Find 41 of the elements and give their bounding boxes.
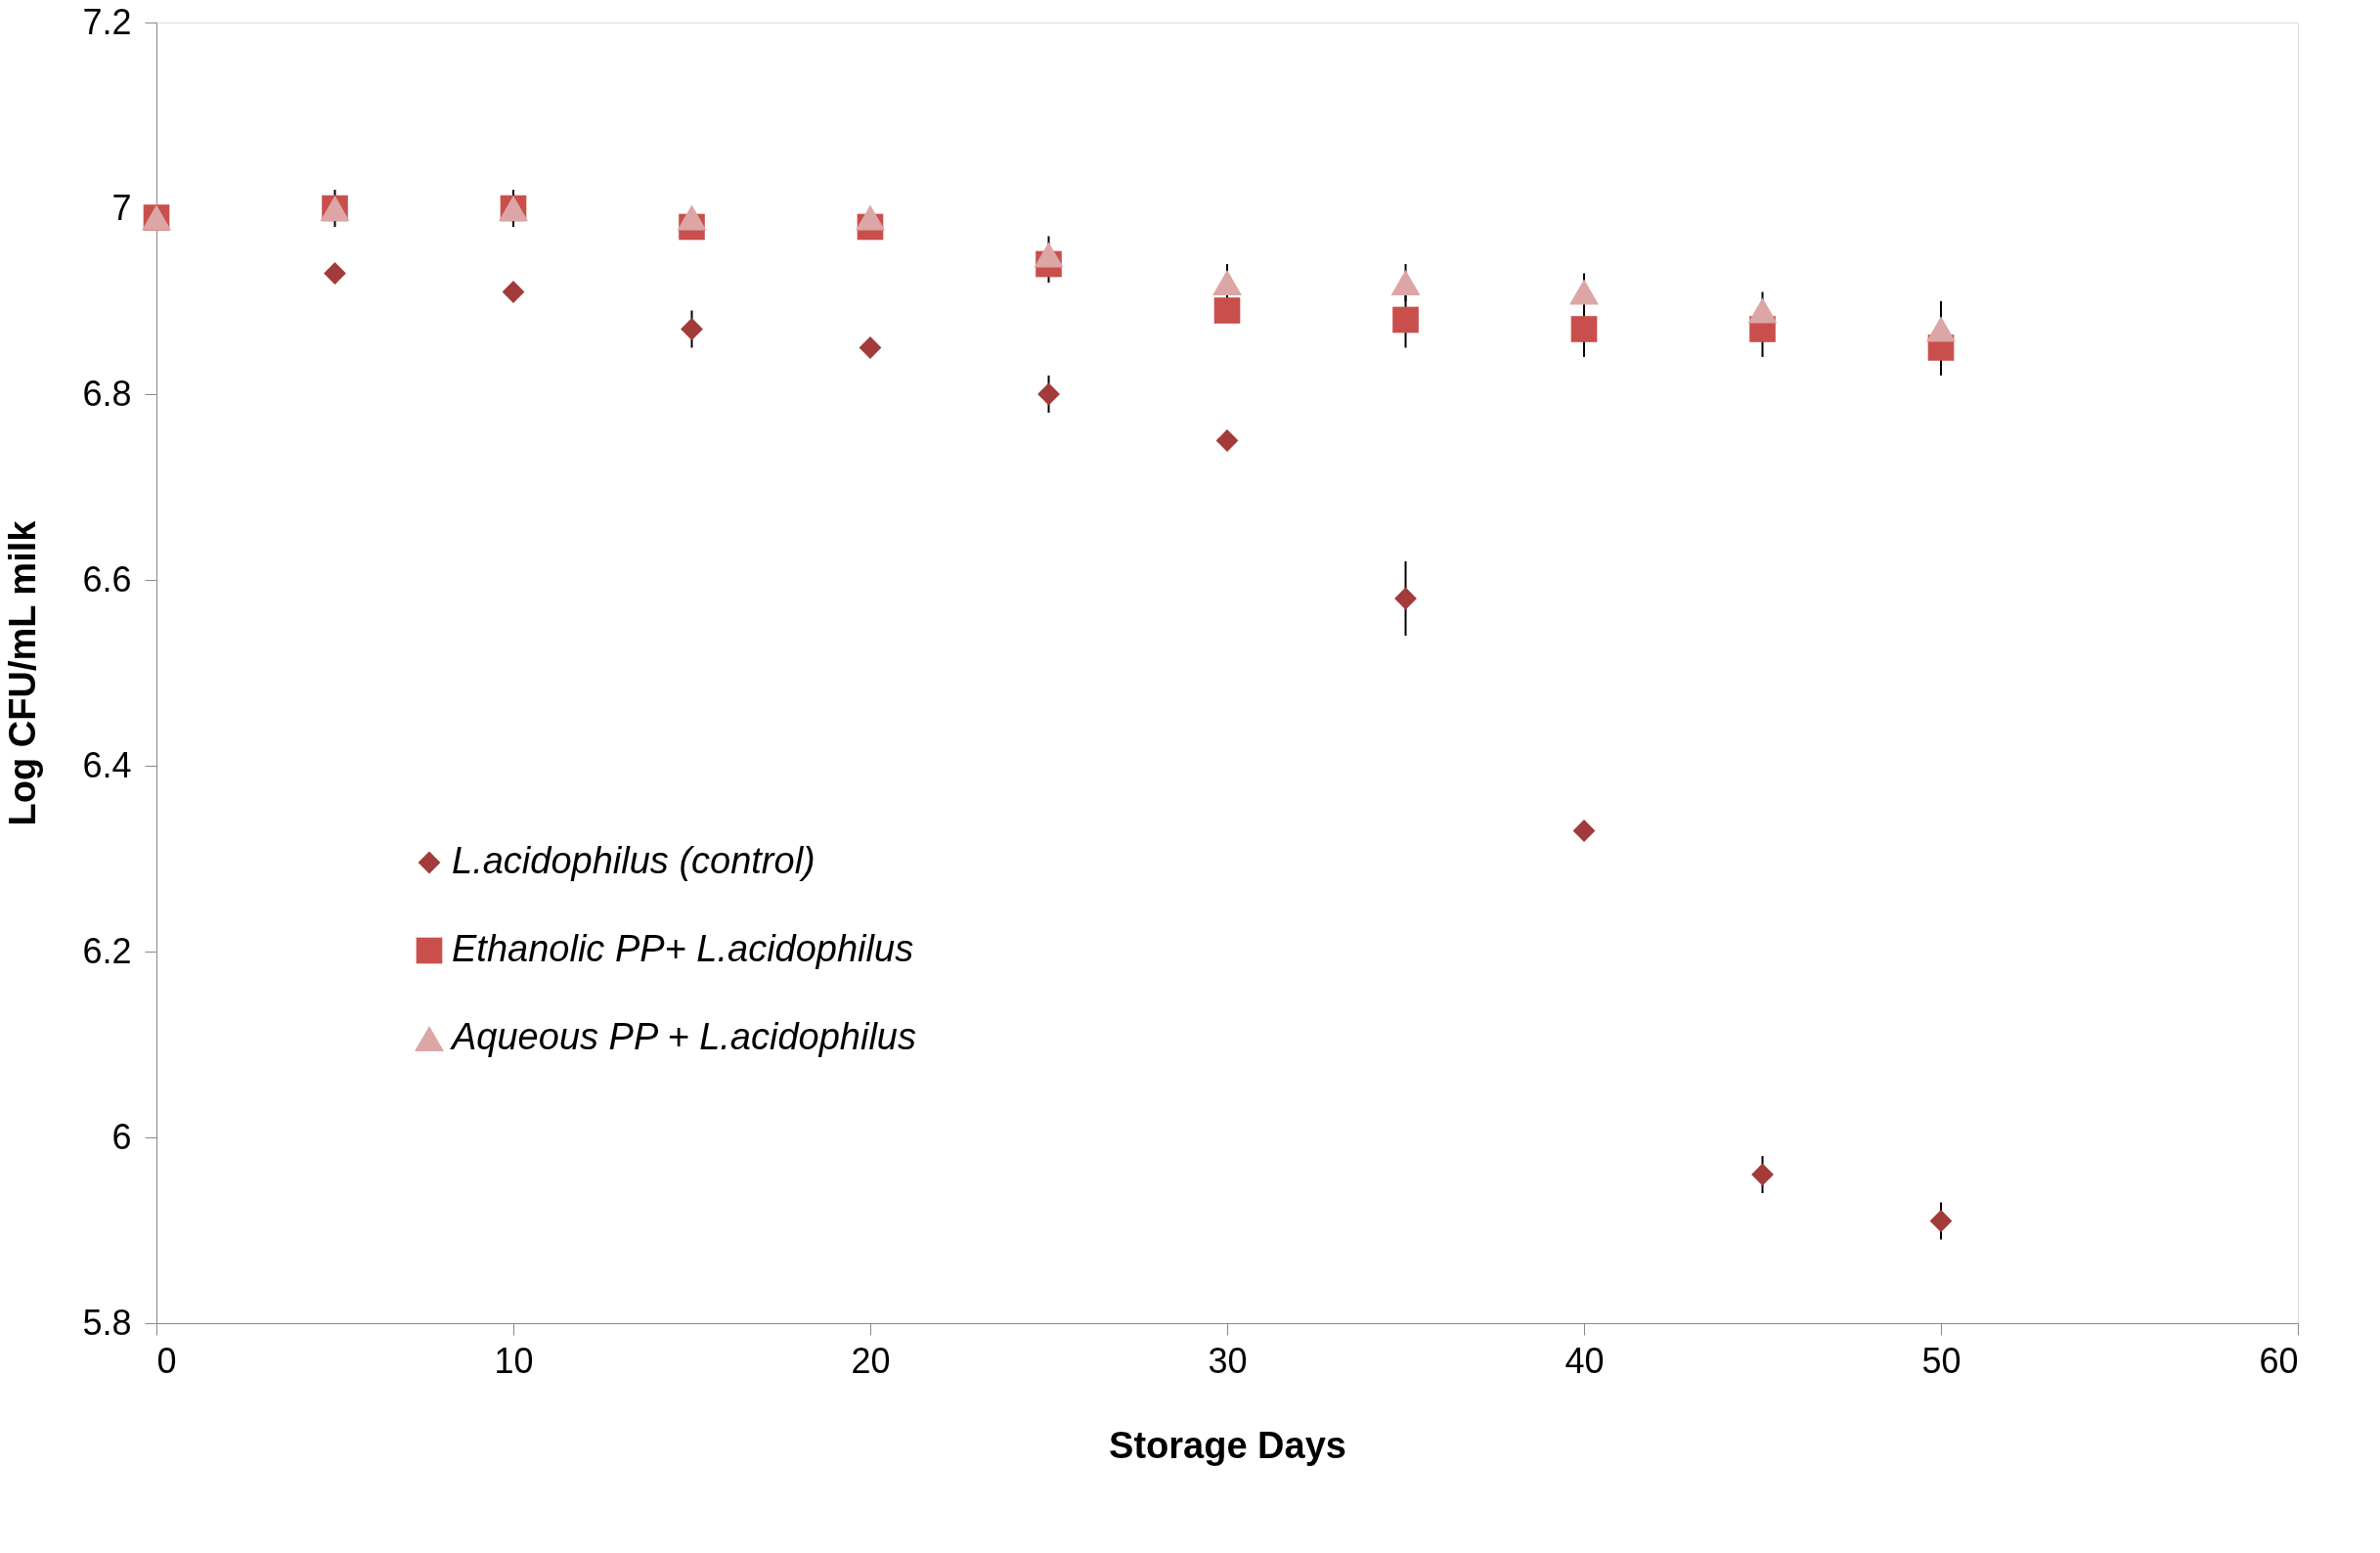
y-tick-label: 7.2 — [82, 1, 132, 42]
x-tick-label: 40 — [1565, 1340, 1605, 1381]
x-tick-label: 20 — [851, 1340, 891, 1381]
y-tick-label: 5.8 — [82, 1302, 132, 1343]
point — [1926, 316, 1956, 342]
y-tick-label: 6.4 — [82, 744, 132, 785]
x-tick-label: 50 — [1921, 1340, 1961, 1381]
point — [681, 318, 703, 340]
point — [677, 204, 707, 231]
point — [1394, 587, 1417, 610]
point — [324, 262, 346, 285]
y-tick-label: 6.2 — [82, 930, 132, 971]
point — [1215, 429, 1239, 452]
x-axis-title: Storage Days — [1109, 1424, 1346, 1466]
point — [1213, 297, 1241, 324]
point — [1751, 1163, 1774, 1186]
y-tick-label: 7 — [111, 187, 132, 228]
x-tick-label: 60 — [2259, 1340, 2299, 1381]
point — [502, 281, 525, 303]
point — [1390, 270, 1421, 295]
point — [856, 204, 885, 231]
y-axis-title: Log CFU/mL milk — [2, 519, 44, 826]
point — [1037, 382, 1060, 406]
y-tick-label: 6.8 — [82, 373, 132, 414]
point — [1572, 820, 1596, 842]
point — [1747, 297, 1778, 324]
point — [1034, 242, 1064, 268]
x-tick-label: 0 — [156, 1340, 177, 1381]
y-tick-label: 6.6 — [82, 558, 132, 599]
point — [1212, 270, 1242, 295]
point — [859, 336, 882, 359]
point — [1929, 1210, 1953, 1232]
point — [1392, 306, 1419, 333]
legend-label: L.acidophilus (control) — [452, 840, 815, 881]
y-tick-label: 6 — [111, 1116, 132, 1157]
x-tick-label: 10 — [494, 1340, 534, 1381]
point — [1570, 316, 1598, 342]
point — [1569, 279, 1599, 305]
x-tick-label: 30 — [1208, 1340, 1248, 1381]
legend-label: Ethanolic PP+ L.acidophilus — [452, 928, 914, 969]
legend-label: Aqueous PP + L.acidophilus — [450, 1016, 916, 1057]
